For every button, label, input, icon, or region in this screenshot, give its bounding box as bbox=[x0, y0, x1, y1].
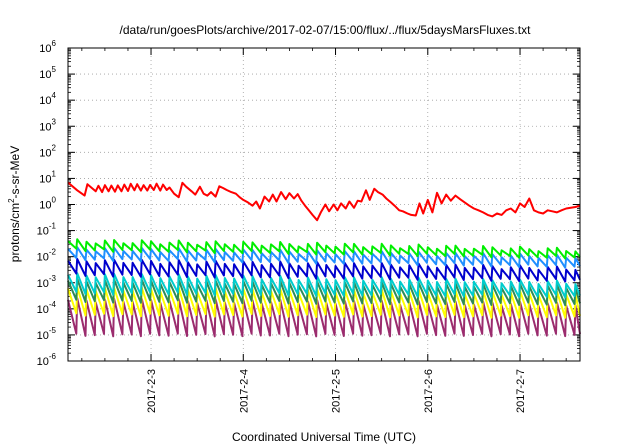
series-line bbox=[67, 246, 581, 269]
y-tick-label: 106 bbox=[39, 39, 56, 55]
x-tick-labels: 2017-2-3 2017-2-4 2017-2-5 2017-2-6 2017-2-7 bbox=[146, 369, 527, 413]
chart-title: /data/run/goesPlots/archive/2017-02-07/1… bbox=[120, 23, 532, 37]
y-tick-label: 100 bbox=[39, 196, 56, 212]
x-tick-label: 2017-2-5 bbox=[331, 369, 343, 413]
y-tick-labels: 10-6 10-5 10-4 10-3 10-2 10-1 100 101 102 103 104 1… bbox=[37, 39, 57, 368]
y-tick-label: 101 bbox=[39, 169, 56, 185]
x-axis-label: Coordinated Universal Time (UTC) bbox=[232, 430, 416, 444]
y-tick-label: 10-1 bbox=[37, 222, 57, 238]
y-tick-label: 10-6 bbox=[37, 352, 57, 368]
series-line bbox=[67, 297, 581, 338]
series-line bbox=[67, 238, 581, 260]
y-tick-label: 10-5 bbox=[37, 326, 57, 342]
y-tick-label: 104 bbox=[39, 91, 56, 107]
series-line bbox=[67, 181, 581, 222]
y-tick-label: 102 bbox=[39, 143, 56, 159]
y-tick-label: 10-3 bbox=[37, 274, 57, 290]
y-tick-label: 10-4 bbox=[37, 300, 57, 316]
y-tick-label: 103 bbox=[39, 117, 56, 133]
x-tick-label: 2017-2-3 bbox=[146, 369, 158, 413]
x-tick-label: 2017-2-7 bbox=[515, 369, 527, 413]
series-line bbox=[67, 257, 581, 283]
series-line bbox=[67, 285, 581, 319]
series-group bbox=[67, 181, 581, 338]
x-tick-label: 2017-2-6 bbox=[423, 369, 435, 413]
series-line bbox=[67, 272, 581, 299]
plot-frame bbox=[67, 47, 581, 362]
x-tick-label: 2017-2-4 bbox=[238, 369, 250, 413]
y-axis-label-sup: 2 bbox=[7, 198, 16, 203]
y-axis-label-prefix: protons/cm bbox=[8, 203, 22, 262]
y-axis-label-suffix: -s-sr-MeV bbox=[8, 146, 22, 199]
y-tick-label: 105 bbox=[39, 65, 56, 81]
y-tick-label: 10-2 bbox=[37, 248, 57, 264]
y-axis-label: protons/cm2-s-sr-MeV bbox=[7, 146, 22, 262]
